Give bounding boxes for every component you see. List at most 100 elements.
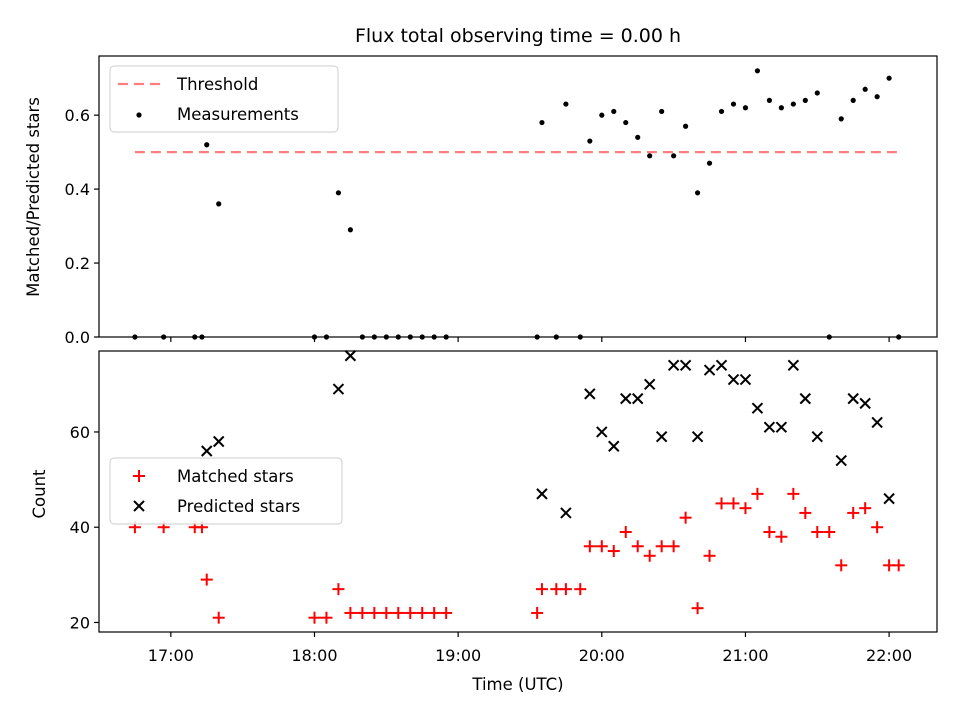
- ratio-plot: 0.0 0.2 0.4 0.6 Matched/Predicted stars Thr…: [24, 55, 938, 347]
- measurement-point: [814, 90, 820, 96]
- measurement-point: [539, 119, 545, 126]
- x-tick-label: 21:00: [722, 646, 768, 665]
- measurement-point: [826, 334, 832, 340]
- count-legend-box: [109, 457, 343, 525]
- matched-star-point: [308, 611, 321, 624]
- count-legend: Matched stars Predicted stars: [109, 457, 343, 525]
- measurement-point: [577, 334, 583, 340]
- matched-star-point: [531, 606, 544, 619]
- matched-star-point: [799, 506, 812, 519]
- predicted-star-point: [763, 421, 776, 433]
- matched-star-point: [655, 540, 668, 553]
- count-x-ticks: 17:00 18:00 19:00 20:00 21:00 22:00: [148, 632, 912, 665]
- measurement-point: [706, 160, 713, 166]
- measurement-point: [311, 334, 318, 340]
- measurement-point: [802, 97, 808, 103]
- ratio-y-ticks: 0.0 0.2 0.4 0.6: [65, 106, 99, 347]
- matched-star-point: [574, 583, 587, 596]
- matched-star-point: [679, 511, 692, 524]
- x-tick-label: 22:00: [866, 646, 912, 665]
- matched-star-point: [631, 540, 644, 553]
- predicted-star-point: [632, 392, 644, 405]
- measurement-point: [778, 105, 784, 111]
- measurement-point: [335, 190, 342, 196]
- matched-star-point: [535, 583, 548, 596]
- ratio-y-tick-label: 0.6: [65, 106, 90, 125]
- count-y-tick-label: 20: [70, 613, 90, 632]
- measurement-point: [443, 334, 449, 340]
- measurement-point: [199, 334, 205, 340]
- matched-star-point: [859, 502, 872, 515]
- x-tick-label: 17:00: [148, 646, 194, 665]
- ratio-y-tick-label: 0.4: [65, 180, 90, 199]
- measurement-point: [359, 334, 365, 340]
- matched-star-point: [787, 487, 800, 500]
- predicted-star-point: [679, 359, 692, 371]
- predicted-star-point: [751, 402, 764, 414]
- measurement-point: [886, 75, 892, 81]
- measurement-point: [587, 138, 593, 144]
- measurement-point: [659, 108, 665, 115]
- count-y-ticks: 20 40 60: [70, 423, 99, 632]
- matched-star-point: [703, 549, 716, 562]
- x-tick-label: 18:00: [291, 646, 337, 665]
- predicted-star-point: [703, 364, 716, 376]
- measurement-point: [563, 101, 569, 107]
- matched-star-point: [892, 559, 905, 572]
- predicted-star-point: [584, 388, 596, 400]
- measurement-point: [323, 334, 330, 340]
- count-y-axis-label: Count: [30, 469, 49, 519]
- ratio-legend: Threshold Measurements: [109, 65, 339, 133]
- measurement-point: [553, 334, 559, 340]
- measurement-point: [896, 334, 902, 340]
- x-tick-label: 20:00: [579, 646, 625, 665]
- ratio-y-axis-label: Matched/Predicted stars: [24, 97, 43, 297]
- matched-star-point: [775, 530, 788, 543]
- predicted-star-point: [799, 392, 812, 405]
- matched-star-point: [368, 606, 381, 619]
- predicted-star-point: [691, 431, 704, 443]
- predicted-star-point: [213, 435, 225, 448]
- measurement-point: [611, 108, 617, 115]
- measurement-point: [862, 86, 868, 92]
- measurement-point: [850, 97, 856, 103]
- predicted-star-point: [643, 378, 656, 391]
- measurement-point: [647, 153, 653, 159]
- predicted-star-point: [859, 397, 871, 410]
- matched-star-point: [751, 487, 764, 500]
- legend-matched-swatch: [133, 470, 145, 482]
- matched-star-point: [607, 545, 620, 558]
- measurement-point: [874, 94, 880, 100]
- matched-star-point: [835, 559, 848, 572]
- measurement-point: [216, 201, 222, 207]
- measurement-point: [754, 68, 761, 74]
- count-plot: 20 40 60 17:00 18:00 19:00 20:00 21:00 22:00 Co…: [30, 350, 938, 694]
- measurement-point: [694, 190, 701, 196]
- predicted-star-point: [201, 445, 213, 457]
- count-y-tick-label: 40: [70, 518, 90, 537]
- matched-star-point: [332, 583, 345, 596]
- count-plot-frame: [98, 350, 938, 633]
- measurement-point: [371, 334, 377, 340]
- chart-title: Flux total observing time = 0.00 h: [355, 25, 681, 47]
- measurement-point: [718, 108, 725, 115]
- measurement-point: [161, 334, 167, 340]
- legend-predicted-label: Predicted stars: [177, 497, 300, 516]
- predicted-star-point: [715, 359, 728, 371]
- matched-star-point: [392, 606, 405, 619]
- measurement-point: [395, 334, 401, 340]
- predicted-star-point: [560, 507, 572, 519]
- matched-star-point: [428, 606, 441, 619]
- legend-matched-label: Matched stars: [177, 467, 294, 486]
- measurement-point: [534, 334, 540, 340]
- count-points: [128, 350, 905, 624]
- matched-star-point: [811, 525, 824, 538]
- predicted-star-point: [847, 392, 859, 405]
- predicted-star-point: [883, 492, 895, 505]
- measurement-point: [383, 334, 389, 340]
- matched-star-point: [320, 611, 333, 624]
- matched-star-point: [200, 573, 213, 586]
- measurement-point: [132, 334, 138, 340]
- ratio-y-tick-label: 0.2: [65, 254, 90, 273]
- measurement-point: [347, 227, 353, 233]
